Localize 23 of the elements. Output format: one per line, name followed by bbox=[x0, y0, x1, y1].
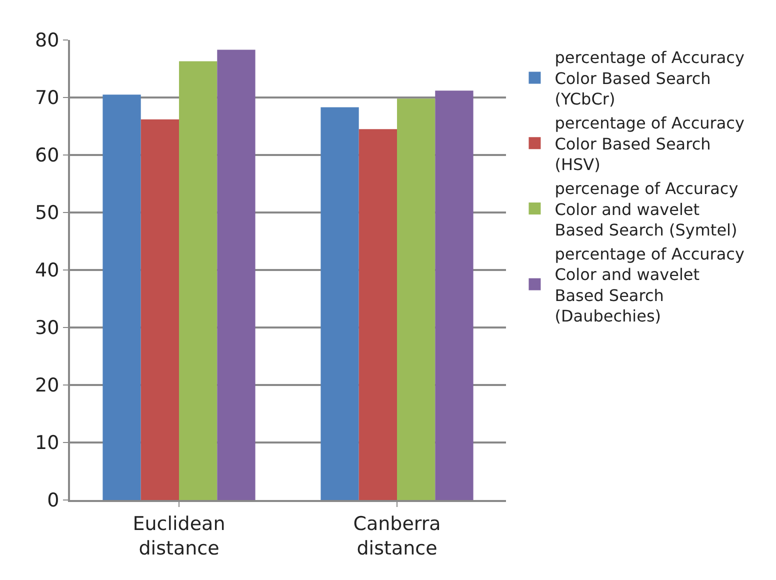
bar bbox=[397, 98, 436, 500]
legend-label: percentage of Accuracy Color Based Search (HSV) bbox=[554, 114, 744, 174]
y-tick-label: 60 bbox=[35, 144, 60, 167]
y-tick-label: 30 bbox=[35, 317, 60, 340]
y-tick-label: 50 bbox=[35, 202, 60, 224]
y-tick-label: 80 bbox=[35, 30, 60, 52]
bar bbox=[179, 61, 218, 500]
x-tick-label: Canberra distance bbox=[353, 512, 441, 560]
legend-label: percenage of Accuracy Color and wavelet Based Search (Symtel) bbox=[554, 178, 738, 240]
y-tick-label: 40 bbox=[35, 260, 60, 282]
bar bbox=[140, 119, 179, 500]
bar bbox=[358, 129, 397, 500]
bar bbox=[435, 90, 474, 500]
bar bbox=[320, 107, 359, 500]
y-tick-label: 10 bbox=[35, 432, 60, 454]
y-tick-label: 20 bbox=[35, 374, 60, 397]
y-tick-label: 70 bbox=[35, 87, 60, 110]
legend-label: percentage of Accuracy Color Based Search (YCbCr) bbox=[554, 48, 744, 109]
x-tick-label: Euclidean distance bbox=[132, 512, 226, 560]
y-tick-label: 0 bbox=[47, 490, 60, 512]
bar bbox=[217, 50, 256, 500]
legend-label: percentage of Accuracy Color and wavelet Based Search (Daubechies) bbox=[554, 244, 744, 326]
bar bbox=[102, 94, 141, 500]
